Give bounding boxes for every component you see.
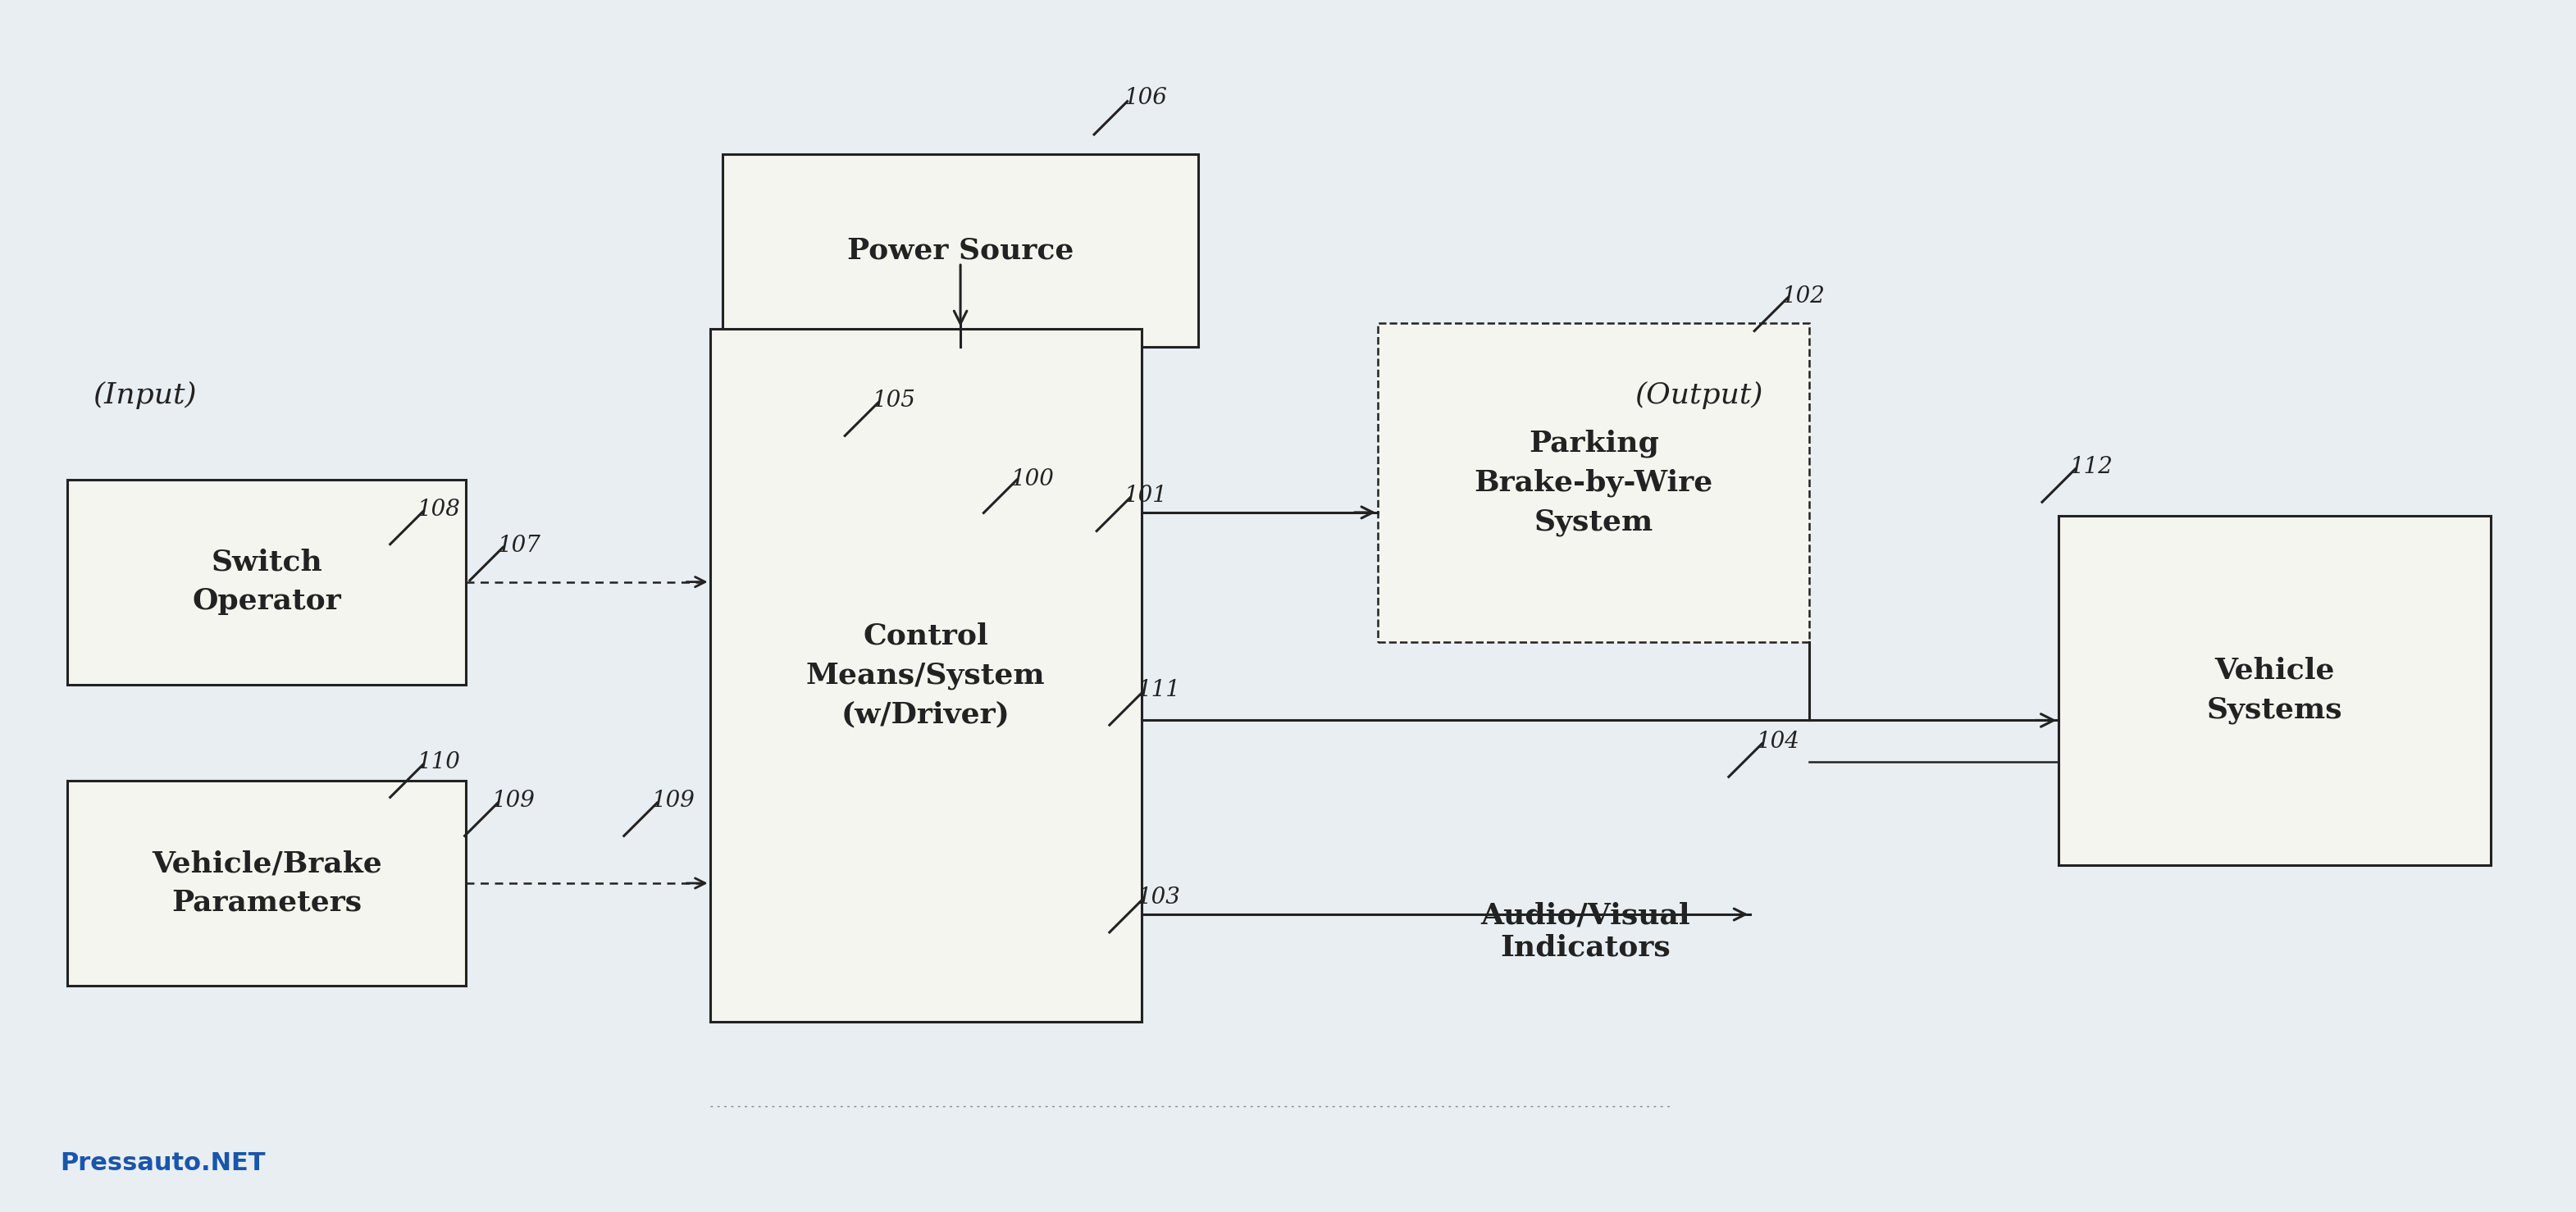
Text: 107: 107 <box>497 534 541 556</box>
Text: 102: 102 <box>1780 285 1824 307</box>
Text: Pressauto.NET: Pressauto.NET <box>59 1151 265 1174</box>
Bar <box>67 480 466 685</box>
Text: (Output): (Output) <box>1636 381 1762 410</box>
Text: Parking
Brake-by-Wire
System: Parking Brake-by-Wire System <box>1473 429 1713 536</box>
Text: 104: 104 <box>1757 731 1798 753</box>
Text: Control
Means/System
(w/Driver): Control Means/System (w/Driver) <box>806 622 1046 728</box>
Bar <box>2058 515 2491 865</box>
Text: 111: 111 <box>1136 679 1180 702</box>
Text: 106: 106 <box>1123 87 1167 109</box>
Text: 109: 109 <box>652 790 693 812</box>
Text: Audio/Visual
Indicators: Audio/Visual Indicators <box>1481 902 1690 961</box>
Text: 100: 100 <box>1010 468 1054 491</box>
Bar <box>1378 322 1808 642</box>
Text: 103: 103 <box>1136 886 1180 909</box>
Bar <box>711 328 1141 1022</box>
Text: Switch
Operator: Switch Operator <box>193 549 340 616</box>
Text: Power Source: Power Source <box>848 236 1074 264</box>
Text: 110: 110 <box>417 751 461 773</box>
Text: 105: 105 <box>871 390 914 412</box>
Text: 109: 109 <box>492 790 536 812</box>
Text: 112: 112 <box>2069 456 2112 479</box>
Text: 101: 101 <box>1123 485 1167 507</box>
Text: (Input): (Input) <box>93 381 198 410</box>
Bar <box>67 781 466 985</box>
Bar <box>724 154 1198 347</box>
Text: Vehicle
Systems: Vehicle Systems <box>2208 657 2342 724</box>
Text: Vehicle/Brake
Parameters: Vehicle/Brake Parameters <box>152 850 381 916</box>
Text: 108: 108 <box>417 498 461 520</box>
